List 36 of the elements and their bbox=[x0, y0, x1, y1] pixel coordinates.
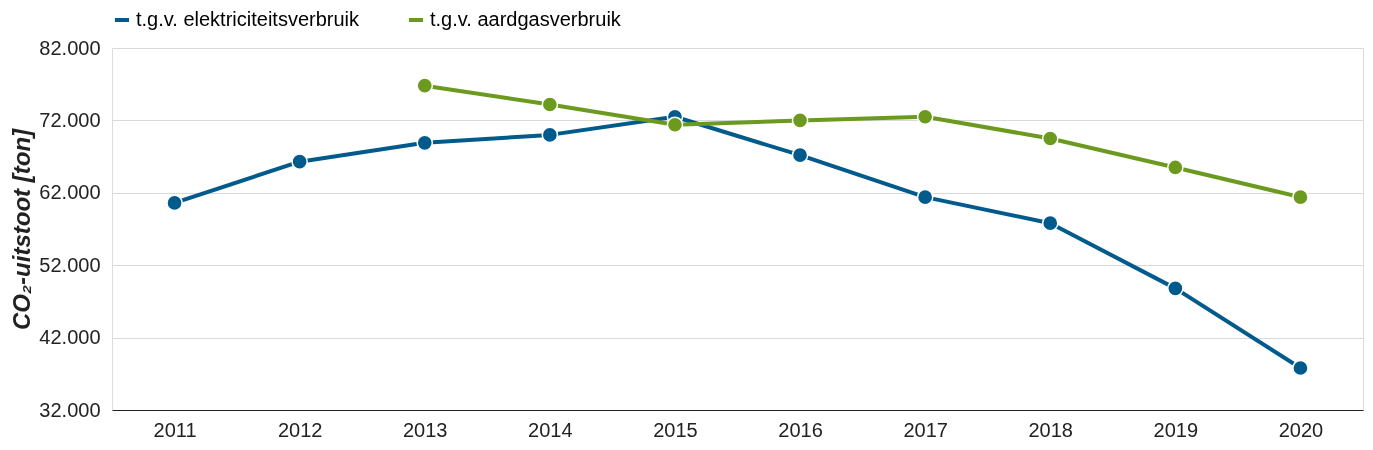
point bbox=[291, 153, 308, 170]
x-tick-label: 2014 bbox=[528, 418, 573, 441]
y-tick-label: 72.000 bbox=[39, 108, 101, 131]
x-tick-label: 2019 bbox=[1153, 418, 1199, 441]
x-tick-label: 2017 bbox=[903, 418, 948, 441]
point bbox=[1292, 188, 1309, 206]
y-axis-title: CO₂-uitstoot [ton] bbox=[8, 127, 36, 331]
x-tick-label: 2016 bbox=[778, 418, 823, 441]
point bbox=[541, 96, 559, 113]
point bbox=[791, 146, 809, 164]
y-tick-label: 52.000 bbox=[39, 253, 101, 276]
x-tick-label: 2015 bbox=[653, 418, 698, 441]
point bbox=[1041, 130, 1059, 147]
y-tick-label: 62.000 bbox=[39, 181, 101, 204]
y-tick-label: 42.000 bbox=[39, 326, 101, 349]
x-tick-label: 2013 bbox=[403, 418, 448, 441]
point bbox=[1041, 214, 1059, 232]
y-tick-label: 32.000 bbox=[39, 398, 101, 421]
point bbox=[791, 112, 809, 129]
point bbox=[166, 194, 183, 212]
x-tick-label: 2018 bbox=[1028, 418, 1073, 441]
x-tick-label: 2012 bbox=[277, 418, 323, 441]
point bbox=[416, 134, 434, 152]
x-tick-label: 2020 bbox=[1278, 418, 1324, 441]
point bbox=[1292, 359, 1309, 377]
legend-label: t.g.v. aardgasverbruik bbox=[430, 8, 622, 30]
point bbox=[1167, 159, 1184, 176]
point bbox=[541, 126, 559, 144]
point bbox=[1167, 280, 1184, 297]
x-tick-label: 2011 bbox=[153, 418, 197, 441]
legend-label: t.g.v. elektriciteitsverbruik bbox=[136, 8, 361, 30]
y-tick-label: 82.000 bbox=[39, 36, 101, 59]
point bbox=[916, 108, 934, 126]
point bbox=[916, 188, 934, 206]
point bbox=[666, 116, 684, 134]
point bbox=[416, 77, 434, 94]
